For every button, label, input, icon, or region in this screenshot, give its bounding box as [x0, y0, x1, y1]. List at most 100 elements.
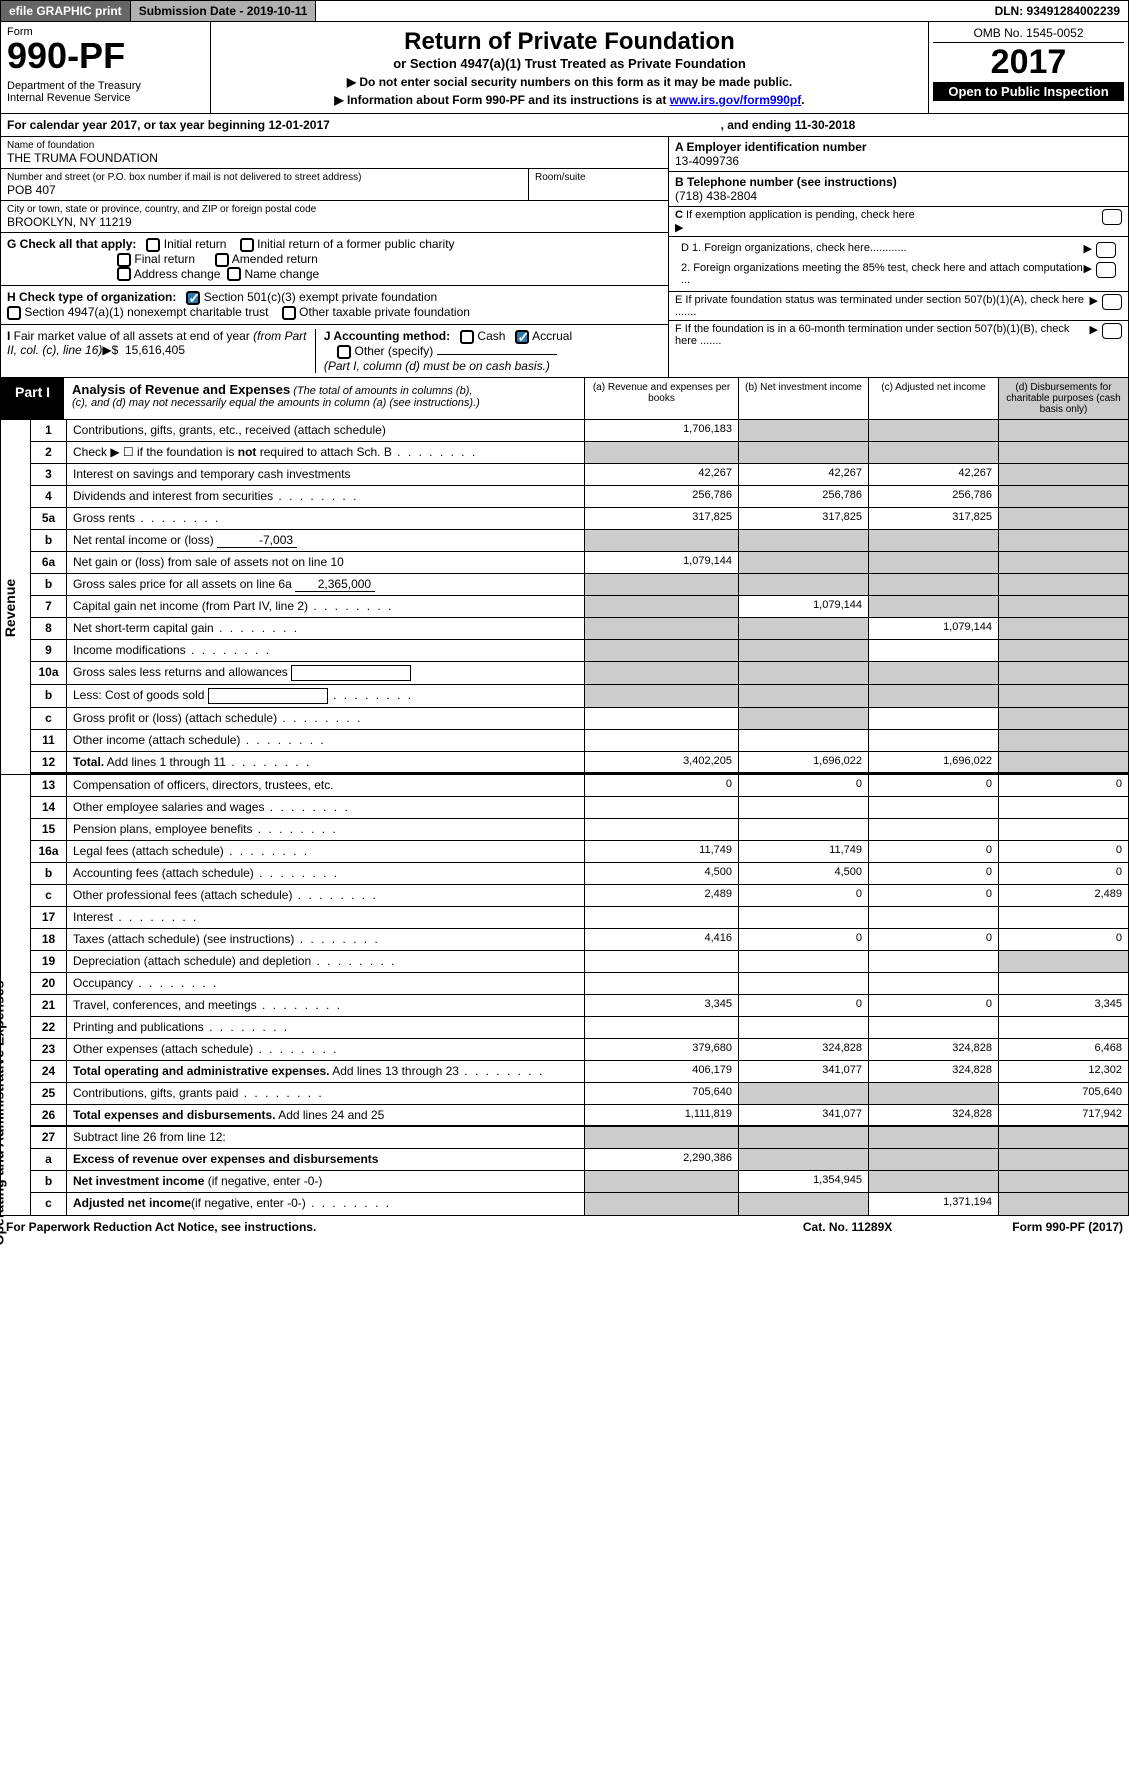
form-ref: Form 990-PF (2017) — [1012, 1220, 1123, 1234]
j-label: J Accounting method: — [324, 329, 450, 343]
table-row: 12Total. Add lines 1 through 113,402,205… — [31, 752, 1128, 774]
expenses-table: Operating and Administrative Expenses 13… — [0, 775, 1129, 1216]
table-row: 3Interest on savings and temporary cash … — [31, 464, 1128, 486]
4947-checkbox[interactable] — [7, 306, 21, 320]
cat-no: Cat. No. 11289X — [803, 1220, 892, 1234]
table-row: 15Pension plans, employee benefits — [31, 819, 1128, 841]
name-label: Name of foundation — [7, 140, 662, 151]
city-value: BROOKLYN, NY 11219 — [7, 215, 662, 229]
table-row: 13Compensation of officers, directors, t… — [31, 775, 1128, 797]
col-d-header: (d) Disbursements for charitable purpose… — [998, 378, 1128, 419]
table-row: 17Interest — [31, 907, 1128, 929]
final-return-checkbox[interactable] — [117, 253, 131, 267]
table-row: 2Check ▶ ☐ if the foundation is not requ… — [31, 442, 1128, 464]
table-row: bNet investment income (if negative, ent… — [31, 1171, 1128, 1193]
room-label: Room/suite — [528, 169, 668, 200]
instructions-link[interactable]: www.irs.gov/form990pf — [670, 93, 802, 107]
d1-text: D 1. Foreign organizations, check here..… — [681, 242, 1084, 258]
revenue-side-label: Revenue — [2, 579, 18, 637]
table-row: cOther professional fees (attach schedul… — [31, 885, 1128, 907]
table-row: cAdjusted net income(if negative, enter … — [31, 1193, 1128, 1215]
table-row: 26Total expenses and disbursements. Add … — [31, 1105, 1128, 1127]
501c3-checkbox[interactable] — [186, 291, 200, 305]
amended-return-checkbox[interactable] — [215, 253, 229, 267]
note-2: ▶ Information about Form 990-PF and its … — [221, 93, 918, 107]
table-row: cGross profit or (loss) (attach schedule… — [31, 708, 1128, 730]
part1-header: Part I Analysis of Revenue and Expenses … — [0, 378, 1129, 420]
address: POB 407 — [7, 183, 522, 197]
efile-print-button[interactable]: efile GRAPHIC print — [1, 1, 131, 21]
cal-end: , and ending 11-30-2018 — [721, 118, 856, 132]
table-row: 7Capital gain net income (from Part IV, … — [31, 596, 1128, 618]
d1-checkbox[interactable] — [1096, 242, 1116, 258]
open-to-public: Open to Public Inspection — [933, 82, 1124, 101]
table-row: 27Subtract line 26 from line 12: — [31, 1127, 1128, 1149]
table-row: 9Income modifications — [31, 640, 1128, 662]
g-label: G Check all that apply: — [7, 237, 136, 251]
j-note: (Part I, column (d) must be on cash basi… — [324, 359, 550, 373]
addr-label: Number and street (or P.O. box number if… — [7, 172, 522, 183]
dept-text: Department of the TreasuryInternal Reven… — [7, 80, 204, 104]
col-c-header: (c) Adjusted net income — [868, 378, 998, 419]
form-title: Return of Private Foundation — [221, 28, 918, 56]
e-text: E If private foundation status was termi… — [675, 294, 1090, 318]
table-row: 25Contributions, gifts, grants paid705,6… — [31, 1083, 1128, 1105]
info-grid: Name of foundation THE TRUMA FOUNDATION … — [0, 137, 1129, 378]
b-label: B Telephone number (see instructions) — [675, 175, 897, 189]
form-number: 990-PF — [7, 38, 204, 74]
table-row: 1Contributions, gifts, grants, etc., rec… — [31, 420, 1128, 442]
table-row: 24Total operating and administrative exp… — [31, 1061, 1128, 1083]
part1-label: Part I — [1, 378, 64, 419]
cash-checkbox[interactable] — [460, 330, 474, 344]
cal-begin: For calendar year 2017, or tax year begi… — [7, 118, 721, 132]
table-row: 6aNet gain or (loss) from sale of assets… — [31, 552, 1128, 574]
c-checkbox[interactable] — [1102, 209, 1122, 225]
table-row: 10aGross sales less returns and allowanc… — [31, 662, 1128, 685]
table-row: aExcess of revenue over expenses and dis… — [31, 1149, 1128, 1171]
table-row: bAccounting fees (attach schedule)4,5004… — [31, 863, 1128, 885]
top-bar: efile GRAPHIC print Submission Date - 20… — [0, 0, 1129, 22]
dln-label: DLN: 93491284002239 — [987, 1, 1128, 21]
section-h: H Check type of organization: Section 50… — [1, 286, 668, 325]
table-row: 11Other income (attach schedule) — [31, 730, 1128, 752]
e-checkbox[interactable] — [1102, 294, 1122, 310]
table-row: bGross sales price for all assets on lin… — [31, 574, 1128, 596]
table-row: 14Other employee salaries and wages — [31, 797, 1128, 819]
ein-value: 13-4099736 — [675, 154, 739, 168]
submission-date: Submission Date - 2019-10-11 — [131, 1, 317, 21]
address-change-checkbox[interactable] — [117, 267, 131, 281]
phone-value: (718) 438-2804 — [675, 189, 757, 203]
form-subtitle: or Section 4947(a)(1) Trust Treated as P… — [221, 56, 918, 71]
expenses-side-label: Operating and Administrative Expenses — [0, 980, 6, 1245]
d2-checkbox[interactable] — [1096, 262, 1116, 278]
name-change-checkbox[interactable] — [227, 267, 241, 281]
other-method-checkbox[interactable] — [337, 345, 351, 359]
section-g: G Check all that apply: Initial return I… — [1, 233, 668, 286]
city-label: City or town, state or province, country… — [7, 204, 662, 215]
calendar-year-row: For calendar year 2017, or tax year begi… — [0, 114, 1129, 137]
footer: For Paperwork Reduction Act Notice, see … — [0, 1216, 1129, 1238]
table-row: 4Dividends and interest from securities2… — [31, 486, 1128, 508]
other-taxable-checkbox[interactable] — [282, 306, 296, 320]
paperwork-notice: For Paperwork Reduction Act Notice, see … — [6, 1220, 316, 1234]
initial-former-checkbox[interactable] — [240, 238, 254, 252]
a-label: A Employer identification number — [675, 140, 867, 154]
f-checkbox[interactable] — [1102, 323, 1122, 339]
part1-desc: Analysis of Revenue and Expenses (The to… — [64, 378, 494, 419]
col-a-header: (a) Revenue and expenses per books — [584, 378, 738, 419]
table-row: bLess: Cost of goods sold — [31, 685, 1128, 708]
note-1: ▶ Do not enter social security numbers o… — [221, 75, 918, 89]
section-i-j: I Fair market value of all assets at end… — [1, 325, 668, 377]
revenue-table: Revenue 1Contributions, gifts, grants, e… — [0, 420, 1129, 775]
accrual-checkbox[interactable] — [515, 330, 529, 344]
table-row: bNet rental income or (loss) -7,003 — [31, 530, 1128, 552]
foundation-name: THE TRUMA FOUNDATION — [7, 151, 662, 165]
table-row: 16aLegal fees (attach schedule)11,74911,… — [31, 841, 1128, 863]
table-row: 8Net short-term capital gain1,079,144 — [31, 618, 1128, 640]
omb-number: OMB No. 1545-0052 — [933, 26, 1124, 43]
initial-return-checkbox[interactable] — [146, 238, 160, 252]
table-row: 19Depreciation (attach schedule) and dep… — [31, 951, 1128, 973]
table-row: 21Travel, conferences, and meetings3,345… — [31, 995, 1128, 1017]
table-row: 20Occupancy — [31, 973, 1128, 995]
table-row: 23Other expenses (attach schedule)379,68… — [31, 1039, 1128, 1061]
